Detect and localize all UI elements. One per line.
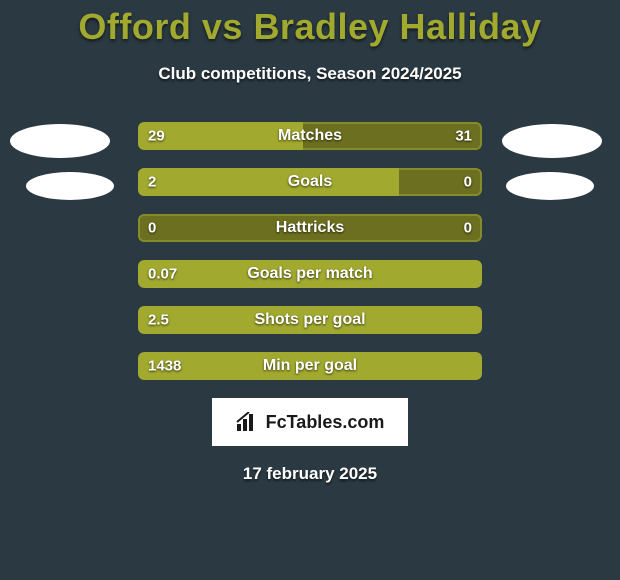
bars-container: Matches 29 31 Goals 2 0 Hattricks 0 0 Goals per m… (0, 122, 620, 380)
player-oval-right-1 (502, 124, 602, 158)
player-oval-right-2 (506, 172, 594, 200)
bar-chart-icon (236, 412, 260, 432)
stat-value-left: 1438 (148, 358, 181, 375)
stat-label: Goals (288, 173, 332, 191)
player-oval-left-1 (10, 124, 110, 158)
stat-label: Matches (278, 127, 342, 145)
stat-row: Min per goal 1438 (138, 352, 482, 380)
stat-label: Goals per match (247, 265, 372, 283)
stat-row: Hattricks 0 0 (138, 214, 482, 242)
stat-value-right: 0 (464, 174, 472, 191)
stat-value-left: 2.5 (148, 312, 169, 329)
stat-value-right: 0 (464, 220, 472, 237)
stat-row: Matches 29 31 (138, 122, 482, 150)
stat-row: Shots per goal 2.5 (138, 306, 482, 334)
logo-text: FcTables.com (266, 412, 385, 433)
stat-row: Goals 2 0 (138, 168, 482, 196)
logo-box[interactable]: FcTables.com (212, 398, 408, 446)
stat-value-left: 0.07 (148, 266, 177, 283)
bar-fill-left (138, 168, 399, 196)
stats-area: Matches 29 31 Goals 2 0 Hattricks 0 0 Goals per m… (0, 122, 620, 380)
stat-value-left: 29 (148, 128, 165, 145)
stat-value-left: 2 (148, 174, 156, 191)
stat-value-right: 31 (455, 128, 472, 145)
stat-label: Hattricks (276, 219, 344, 237)
stat-row: Goals per match 0.07 (138, 260, 482, 288)
player-oval-left-2 (26, 172, 114, 200)
stat-value-left: 0 (148, 220, 156, 237)
page-title: Offord vs Bradley Halliday (0, 0, 620, 48)
stat-label: Shots per goal (254, 311, 365, 329)
stat-label: Min per goal (263, 357, 357, 375)
date-label: 17 february 2025 (0, 464, 620, 484)
page-subtitle: Club competitions, Season 2024/2025 (0, 64, 620, 84)
